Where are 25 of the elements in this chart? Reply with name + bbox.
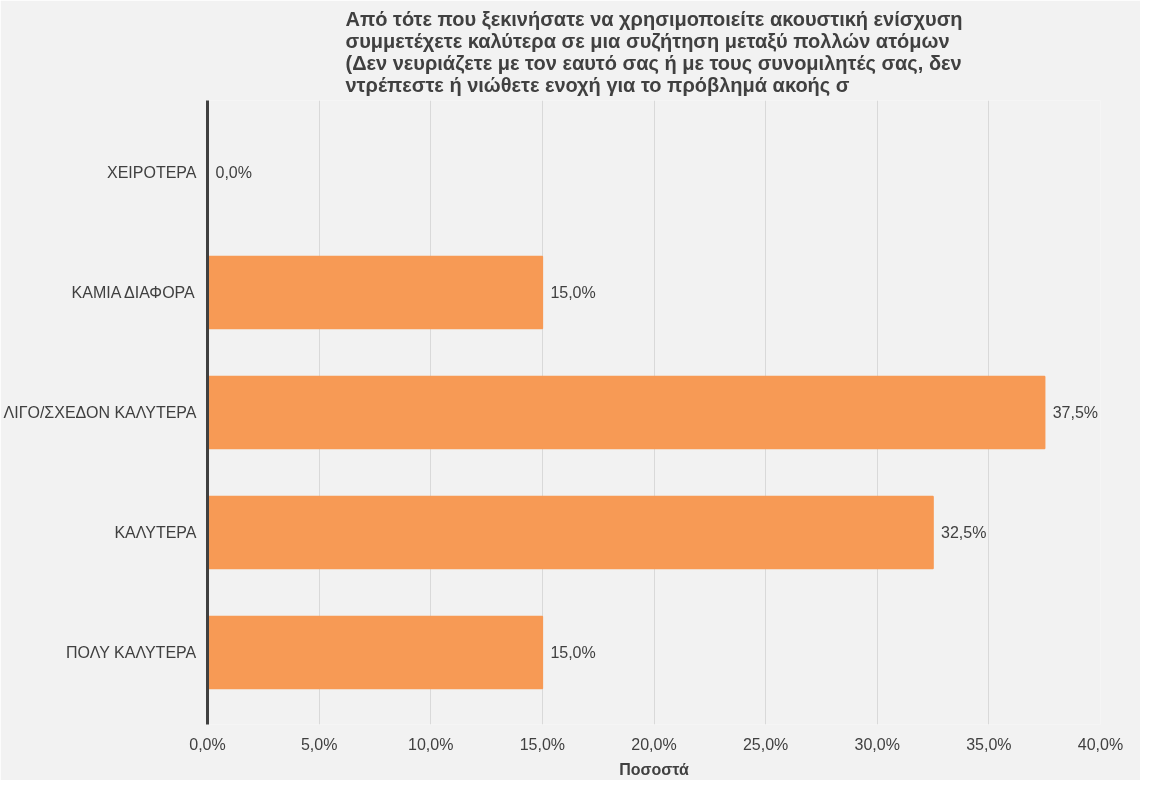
bar [207, 255, 544, 330]
x-tick-label: 15,0% [519, 735, 566, 753]
chart-title: Από τότε που ξεκινήσατε να χρησιμοποιείτε ακουστική ενίσχυση συμμετέχετε καλύτερα σε μια συζήτηση μεταξύ πολλών ατόμων (Δεν νευριάζετε με τον εαυτό σας ή με τους συνομιλητές σας, δεν ντρέπεστε ή νιώθετε ενοχή για το πρόβλημά ακοής σ [345, 7, 963, 96]
bar [207, 615, 544, 690]
data-label: 0,0% [215, 164, 252, 181]
data-label: 15,0% [550, 284, 596, 301]
y-tick-label: ΠΟΛΥ ΚΑΛΥΤΕΡΑ [66, 644, 197, 661]
x-tick-label: 25,0% [742, 735, 789, 753]
data-label: 32,5% [941, 524, 987, 541]
x-tick-label: 40,0% [1077, 735, 1124, 753]
x-axis-title: Ποσοστά [619, 760, 689, 778]
x-tick-label: 30,0% [854, 735, 900, 753]
x-tick-label: 0,0% [189, 735, 226, 753]
y-tick-label: ΚΑΜΙΑ ΔΙΑΦΟΡΑ [71, 284, 196, 301]
x-tick-label: 10,0% [408, 735, 454, 753]
bar [207, 495, 934, 570]
y-tick-label: ΧΕΙΡΟΤΕΡΑ [106, 164, 197, 181]
y-tick-label: ΚΑΛΥΤΕΡΑ [114, 524, 197, 541]
bar [207, 375, 1046, 450]
y-tick-label: ΛΙΓΟ/ΣΧΕΔΟΝ ΚΑΛΥΤΕΡΑ [3, 404, 197, 421]
x-tick-label: 5,0% [300, 735, 338, 753]
x-tick-label: 20,0% [631, 735, 677, 753]
x-tick-label: 35,0% [966, 735, 1012, 753]
data-label: 15,0% [550, 644, 596, 661]
data-label: 37,5% [1052, 404, 1099, 421]
